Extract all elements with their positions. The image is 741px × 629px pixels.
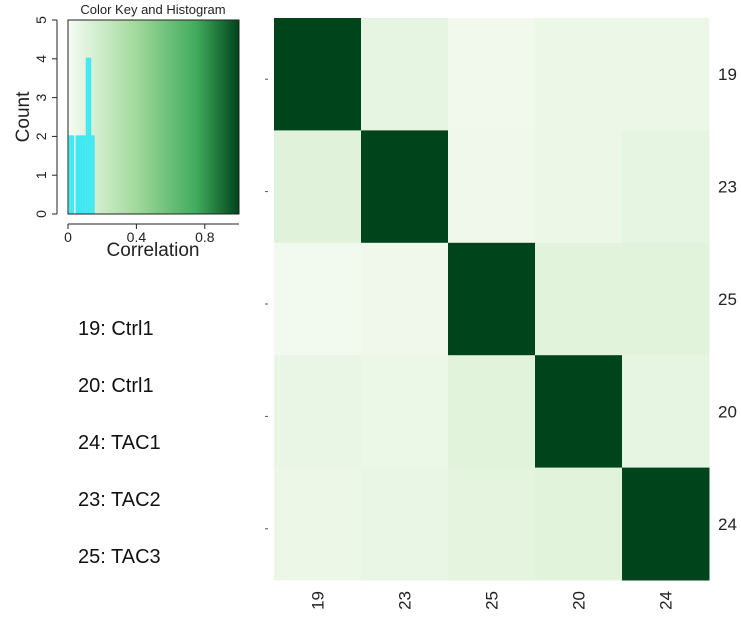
heatmap-cell xyxy=(622,355,710,469)
heatmap-column-label: 23 xyxy=(396,591,415,610)
histogram-x-axis-label: Correlation xyxy=(107,240,200,261)
heatmap-cell xyxy=(535,242,623,356)
heatmap-row-label: 24 xyxy=(718,515,737,534)
heatmap-cell xyxy=(361,355,449,469)
heatmap-cell xyxy=(274,467,362,581)
sample-key-item: 19: Ctrl1 xyxy=(78,318,154,340)
histogram-x-tick-label: 0.8 xyxy=(195,229,215,245)
heatmap-cell xyxy=(622,130,710,244)
heatmap-cell xyxy=(535,130,623,244)
sample-key-item: 20: Ctrl1 xyxy=(78,375,154,397)
histogram-y-tick-label: 0 xyxy=(33,210,49,218)
histogram-y-tick-label: 5 xyxy=(33,16,49,24)
histogram-y-tick-label: 2 xyxy=(33,132,49,140)
histogram-x-tick-label: 0 xyxy=(64,229,72,245)
histogram-trace xyxy=(68,57,95,214)
heatmap-cell xyxy=(448,18,536,131)
histogram-y-tick-label: 3 xyxy=(33,93,49,101)
color-key-frame xyxy=(67,19,240,215)
heatmap-column-label: 20 xyxy=(570,591,589,610)
heatmap-cell xyxy=(535,467,623,581)
sample-key-item: 25: TAC3 xyxy=(78,546,161,568)
heatmap-cells xyxy=(274,18,710,581)
heatmap-cell xyxy=(274,18,362,131)
row-dendrogram xyxy=(265,78,268,530)
heatmap-row-label: 25 xyxy=(718,290,737,309)
heatmap-cell xyxy=(622,18,710,131)
heatmap-row-label: 20 xyxy=(718,402,737,421)
heatmap-cell xyxy=(361,467,449,581)
heatmap-cell xyxy=(274,242,362,356)
histogram-y-tick-label: 4 xyxy=(33,55,49,63)
histogram-axes: 0 1 2 3 4 5 0 0.4 0.8 xyxy=(33,16,239,245)
sample-key: 19: Ctrl1 20: Ctrl1 24: TAC1 23: TAC2 25… xyxy=(78,312,238,597)
heatmap-cell xyxy=(448,467,536,581)
heatmap-cell xyxy=(361,18,449,131)
heatmap-column-label: 24 xyxy=(657,591,676,610)
histogram-y-tick-label: 1 xyxy=(33,171,49,179)
heatmap-cell xyxy=(274,355,362,469)
heatmap-cell xyxy=(274,130,362,244)
color-key-title: Color Key and Histogram xyxy=(80,2,225,17)
sample-key-item: 23: TAC2 xyxy=(78,489,161,511)
heatmap-cell xyxy=(622,467,710,581)
heatmap-column-label: 19 xyxy=(309,591,328,610)
heatmap-column-labels: 19 23 25 20 24 xyxy=(309,591,676,610)
heatmap-cell xyxy=(535,355,623,469)
sample-key-item: 24: TAC1 xyxy=(78,432,161,454)
heatmap-column-label: 25 xyxy=(483,591,502,610)
heatmap-row-labels: 19 23 25 20 24 xyxy=(718,65,737,534)
histogram-x-tick-label: 0.4 xyxy=(127,229,147,245)
histogram-y-axis-label: Count xyxy=(13,91,34,142)
heatmap: 19 23 25 20 24 19 23 25 20 24 xyxy=(265,18,737,610)
heatmap-row-label: 23 xyxy=(718,178,737,197)
histogram-trace-path xyxy=(68,57,95,214)
heatmap-cell xyxy=(448,355,536,469)
heatmap-cell xyxy=(448,130,536,244)
heatmap-cell xyxy=(622,242,710,356)
heatmap-cell xyxy=(448,242,536,356)
heatmap-cell xyxy=(361,242,449,356)
color-key-gradient xyxy=(68,20,239,214)
heatmap-cell xyxy=(535,18,623,131)
heatmap-row-label: 19 xyxy=(718,65,737,84)
heatmap-cell xyxy=(361,130,449,244)
color-key-histogram: Color Key and Histogram 0 1 2 3 4 5 0 0.4 0.8 Co… xyxy=(13,2,240,261)
